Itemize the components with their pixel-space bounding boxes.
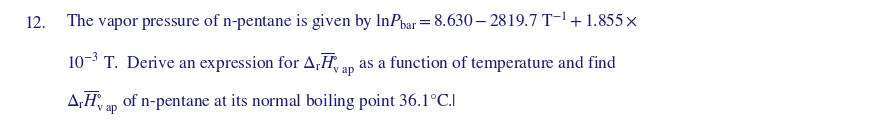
Text: $10^{-3}$ T.  Derive an expression for $\Delta_{\mathrm{r}}\overline{H}^{\circ}_: $10^{-3}$ T. Derive an expression for $\… (66, 51, 617, 79)
Text: $\Delta_{\mathrm{r}}\overline{H}^{\circ}_{\mathrm{v\ ap}}$ of n-pentane at its n: $\Delta_{\mathrm{r}}\overline{H}^{\circ}… (66, 89, 457, 117)
Text: The vapor pressure of n-pentane is given by $\mathrm{ln}P_{\mathrm{bar}} = 8.630: The vapor pressure of n-pentane is given… (66, 11, 638, 34)
Text: 12.: 12. (24, 16, 46, 32)
